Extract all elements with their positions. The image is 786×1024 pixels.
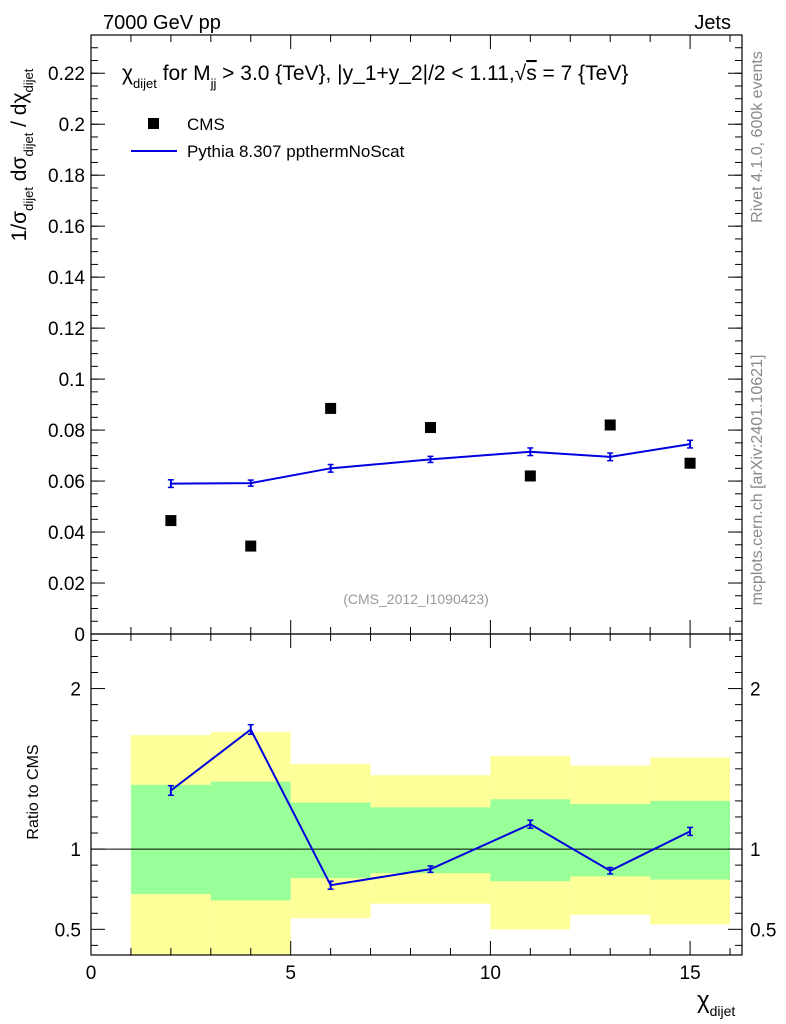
cms-point-3 <box>424 422 436 434</box>
main-ytick-label-7: 0.14 <box>48 268 85 289</box>
band-green-5 <box>570 804 651 877</box>
title-part1: for M <box>157 62 211 85</box>
band-green-6 <box>650 800 731 880</box>
band-green-3 <box>370 807 491 874</box>
main-ytick-label-10: 0.2 <box>59 115 85 136</box>
cms-point-4 <box>524 470 536 482</box>
mcplots-source-label: mcplots.cern.ch [arXiv:2401.10621] <box>749 355 766 606</box>
plot-title: χdijet for Mjj > 3.0 {TeV}, |y_1+y_2|/2 … <box>122 62 628 91</box>
legend-cms-label: CMS <box>187 115 225 134</box>
ratio-y-axis-label: Ratio to CMS <box>25 744 42 839</box>
title-s: s <box>526 62 537 85</box>
main-ytick-label-2: 0.04 <box>48 523 85 544</box>
main-ytick-label-8: 0.16 <box>48 217 85 238</box>
legend-cms-marker <box>148 118 159 129</box>
band-green-1 <box>210 781 291 901</box>
x-axis-label: χdijet <box>697 987 735 1019</box>
cms-point-0 <box>165 515 177 527</box>
main-ytick-label-0: 0 <box>74 625 85 646</box>
main-data-marks <box>165 402 696 552</box>
ratio-ytick-label-right-2: 2 <box>750 680 761 701</box>
ylabel-sub-3: dijet <box>21 68 36 92</box>
title-chi-sub: dijet <box>133 76 157 91</box>
energy-label: 7000 GeV pp <box>103 12 221 34</box>
ylabel-part-dchi: / dχ <box>8 92 31 132</box>
main-y-ticks: 0 0.02 0.04 0.06 0.08 0.1 0.12 0.14 0.16 0.18 0.2 0… <box>48 34 742 646</box>
main-ytick-label-5: 0.1 <box>59 370 85 391</box>
ylabel-sub-2: dijet <box>21 132 36 156</box>
ratio-panel <box>90 633 743 956</box>
ylabel-sub-1: dijet <box>21 187 36 211</box>
title-sqrt: √ <box>515 62 527 85</box>
band-green-2 <box>290 802 371 878</box>
ratio-ytick-label-left-2: 2 <box>70 680 81 701</box>
x-tick-label-1: 5 <box>285 963 296 984</box>
rivet-version-label: Rivet 4.1.0, 600k events <box>749 51 766 223</box>
pythia-line <box>170 443 691 485</box>
main-ytick-label-1: 0.02 <box>48 574 85 595</box>
main-ytick-label-3: 0.06 <box>48 472 85 493</box>
ratio-ytick-label-left-1: 1 <box>70 840 81 861</box>
main-y-axis-label: 1/σdijet dσdijet / dχdijet <box>8 68 36 241</box>
cms-point-5 <box>604 419 616 431</box>
analysis-group-label: Jets <box>694 12 731 34</box>
ratio-ytick-label-right-1: 1 <box>750 840 761 861</box>
band-green-0 <box>130 784 211 895</box>
main-ytick-label-4: 0.08 <box>48 421 85 442</box>
ratio-uncertainty-bands <box>130 731 731 955</box>
ratio-data-marks <box>167 723 694 890</box>
title-mjj-sub: jj <box>210 76 217 91</box>
ratio-ytick-label-right-0: 0.5 <box>750 920 776 941</box>
x-axis-chi: χ <box>697 987 710 1014</box>
ylabel-part-dsigma: dσ <box>8 157 31 188</box>
ylabel-part-sigma: 1/σ <box>8 211 31 242</box>
title-part4: = 7 {TeV} <box>537 62 629 85</box>
x-tick-label-2: 10 <box>480 963 501 984</box>
main-ytick-label-9: 0.18 <box>48 166 85 187</box>
x-tick-label-0: 0 <box>86 963 97 984</box>
cms-point-2 <box>325 402 337 414</box>
cms-point-1 <box>245 540 257 552</box>
ratio-ytick-label-left-0: 0.5 <box>55 920 81 941</box>
legend-pythia-label: Pythia 8.307 ppthermNoScat <box>187 142 405 161</box>
ratio-frame-border <box>90 633 743 956</box>
analysis-id-watermark: (CMS_2012_I1090423) <box>343 591 489 607</box>
x-tick-label-3: 15 <box>680 963 701 984</box>
ratio-ticks: 0.5 0.5 1 1 2 2 0 5 10 15 <box>55 634 776 984</box>
main-ytick-label-6: 0.12 <box>48 319 85 340</box>
x-axis-sub: dijet <box>710 1003 736 1019</box>
title-chi: χ <box>122 62 133 85</box>
cms-point-6 <box>684 457 696 469</box>
main-ytick-label-11: 0.22 <box>48 64 85 85</box>
title-part2: > 3.0 {TeV}, |y_1+y_2|/2 < 1.11, <box>216 62 514 85</box>
